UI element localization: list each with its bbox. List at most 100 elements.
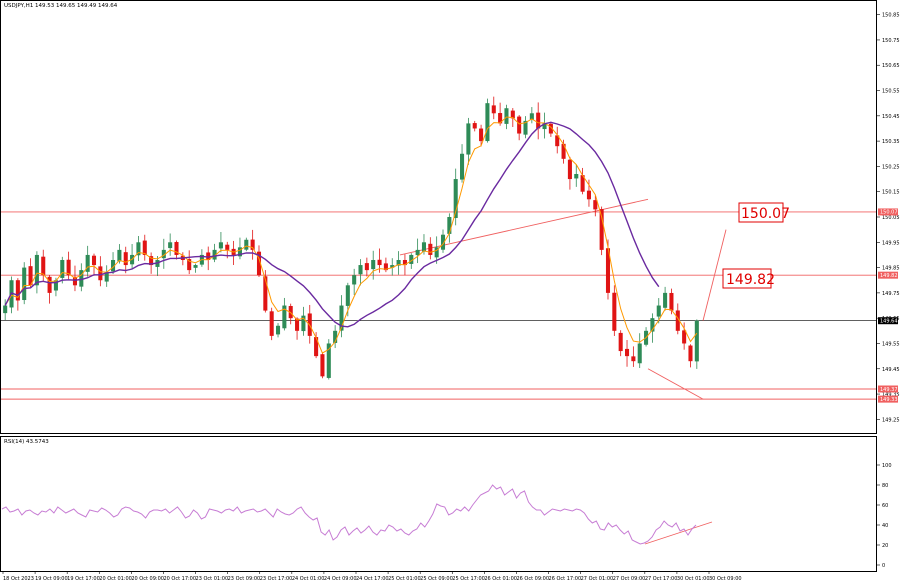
candle-body <box>269 311 274 336</box>
level-price-tag-label: 149.37 <box>880 387 898 393</box>
candle-body <box>561 143 566 159</box>
candle-body <box>206 252 211 260</box>
candle-body <box>663 292 668 308</box>
candle-body <box>282 305 287 329</box>
price-tick-label: 149.25 <box>882 417 900 423</box>
candle-body <box>333 330 338 343</box>
candle-body <box>79 270 84 287</box>
candle-body <box>536 112 541 129</box>
candle-body <box>193 265 198 268</box>
candle-body <box>142 240 147 255</box>
horizontal-levels <box>1 211 876 400</box>
candle-body <box>421 242 427 252</box>
candle-body <box>250 239 255 250</box>
price-tick-label: 150.75 <box>882 38 900 44</box>
candle-body <box>3 305 8 314</box>
price-tick-label: 150.35 <box>882 139 900 145</box>
candle-body <box>523 120 528 135</box>
annotation-box <box>738 202 784 223</box>
candle-body <box>225 244 230 250</box>
price-tick-label: 149.85 <box>882 266 900 272</box>
current-price-tag <box>878 317 898 325</box>
price-tick-label: 150.45 <box>882 114 900 120</box>
price-tick-label: 150.15 <box>882 190 900 196</box>
candle-body <box>504 108 509 124</box>
level-price-tag-label: 149.33 <box>880 397 898 403</box>
candle-body <box>415 249 420 256</box>
time-tick-label: 23 Oct 09:00 <box>228 576 261 582</box>
candle-body <box>555 135 560 147</box>
price-tick-label: 150.85 <box>882 13 900 19</box>
candle-body <box>47 276 52 293</box>
time-tick-label: 23 Oct 17:00 <box>260 576 293 582</box>
price-tick-label: 150.65 <box>882 63 900 69</box>
price-axis: 150.85 150.75 150.65 150.55 150.45 150.35 150.… <box>876 13 900 423</box>
candle-body <box>352 275 357 285</box>
level-price-tag-label: 149.82 <box>880 273 898 279</box>
candle-body <box>60 260 65 278</box>
candle-body <box>656 305 661 317</box>
candle-body <box>237 247 242 257</box>
annotation-label: 150.07 <box>741 206 790 222</box>
candle-body <box>440 234 446 250</box>
candle-body <box>34 254 39 286</box>
candle-body <box>275 325 281 335</box>
candle-body <box>460 153 465 180</box>
moving-averages <box>4 116 698 354</box>
candle-body <box>111 260 116 272</box>
candle-body <box>123 252 128 266</box>
candle-body <box>574 174 579 179</box>
trend-line <box>644 521 713 545</box>
candle-body <box>510 110 515 119</box>
candle-body <box>98 266 103 281</box>
level-price-tag <box>878 208 898 216</box>
candle-body <box>15 280 20 301</box>
candle-body <box>136 242 141 256</box>
time-tick-label: 30 Oct 01:00 <box>677 576 710 582</box>
candle-body <box>631 356 636 362</box>
price-tick-label: 150.55 <box>882 89 900 95</box>
candle-body <box>485 103 490 142</box>
candle-body <box>682 330 687 344</box>
annotation-box <box>722 268 772 289</box>
annotation-150-07: 150.07 <box>738 202 790 223</box>
candle-body <box>339 305 344 331</box>
candle-body <box>402 259 407 266</box>
time-tick-label: 25 Oct 09:00 <box>420 576 453 582</box>
time-tick-label: 27 Oct 17:00 <box>645 576 678 582</box>
candle-body <box>542 123 547 130</box>
candle-body <box>548 123 553 134</box>
candle-body <box>364 263 369 271</box>
rsi-panel-frame <box>0 436 877 572</box>
price-tick-label: 149.35 <box>882 392 900 398</box>
annotation-149-82: 149.82 <box>722 268 775 289</box>
candle-body <box>85 254 90 272</box>
rsi-tick-label: 100 <box>882 463 892 469</box>
candle-body <box>187 259 192 271</box>
candle-body <box>314 337 319 357</box>
candle-body <box>472 123 477 129</box>
rsi-tick-label: 80 <box>882 483 888 489</box>
candle-body <box>586 190 591 200</box>
candle-body <box>624 348 630 357</box>
level-price-tag <box>878 271 898 279</box>
candle-body <box>498 113 503 124</box>
candle-body <box>66 259 71 276</box>
candle-body <box>41 256 46 276</box>
candle-body <box>390 265 395 268</box>
candle-body <box>28 266 33 286</box>
candle-body <box>168 242 173 249</box>
candle-body <box>174 242 179 255</box>
candle-body <box>669 292 674 311</box>
candle-body <box>161 249 166 259</box>
candle-body <box>618 332 623 352</box>
candle-body <box>117 249 122 262</box>
time-tick-label: 24 Oct 17:00 <box>356 576 389 582</box>
candle-body <box>212 249 217 260</box>
level-price-tag <box>878 395 898 403</box>
candle-body <box>428 243 433 255</box>
candle-body <box>72 276 78 286</box>
time-tick-label: 27 Oct 01:00 <box>581 576 614 582</box>
